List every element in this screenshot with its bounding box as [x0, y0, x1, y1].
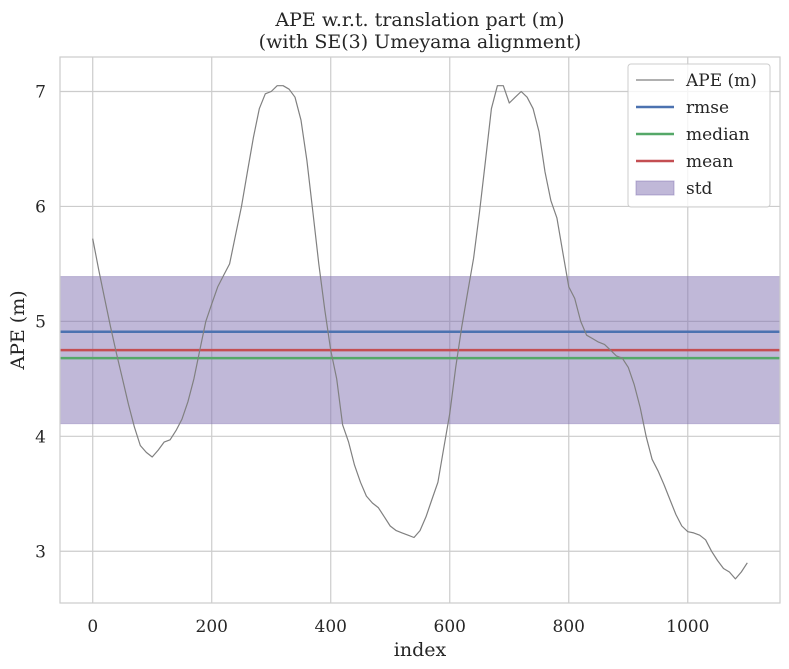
x-tick-label: 400	[315, 617, 347, 637]
legend-rmse-label: rmse	[686, 98, 729, 118]
x-axis-label: index	[394, 639, 447, 661]
x-tick-label: 1000	[666, 617, 709, 637]
plot-frame	[59, 56, 781, 604]
x-tick-label: 0	[87, 617, 98, 637]
chart-title: APE w.r.t. translation part (m)	[274, 9, 564, 31]
y-tick-label: 6	[35, 197, 46, 217]
x-tick-label: 800	[553, 617, 585, 637]
x-tick-label: 600	[434, 617, 466, 637]
legend-ape-label: APE (m)	[685, 71, 757, 91]
legend-std-swatch	[635, 180, 675, 196]
chart-subtitle: (with SE(3) Umeyama alignment)	[259, 31, 582, 53]
y-tick-label: 5	[35, 312, 46, 332]
legend-mean-label: mean	[686, 152, 733, 172]
stat-lines	[60, 330, 780, 360]
y-tick-label: 3	[35, 542, 46, 562]
legend-std-label: std	[686, 179, 713, 199]
legend: APE (m) rmse median mean std	[627, 63, 771, 208]
x-tick-label: 200	[196, 617, 228, 637]
tick-labels: 0 200 400 600 800 1000 3 4 5 6 7	[35, 82, 709, 637]
ape-series-line	[92, 85, 748, 580]
legend-median-label: median	[686, 125, 750, 145]
y-tick-label: 4	[35, 427, 46, 447]
y-axis-label: APE (m)	[7, 290, 29, 370]
legend-box	[627, 63, 771, 208]
y-tick-label: 7	[35, 82, 46, 102]
series-layer	[92, 85, 748, 580]
